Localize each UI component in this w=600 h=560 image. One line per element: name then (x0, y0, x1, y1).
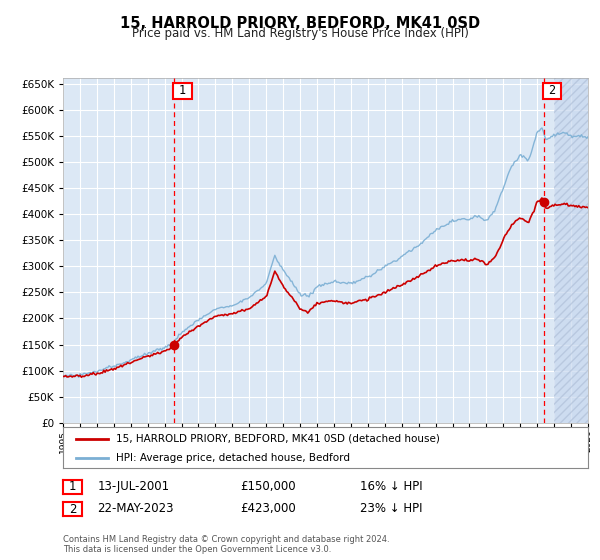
Text: 2: 2 (548, 85, 556, 97)
Text: 13-JUL-2001: 13-JUL-2001 (97, 479, 169, 493)
Text: 16% ↓ HPI: 16% ↓ HPI (360, 479, 422, 493)
Bar (554, 78, 600, 423)
Text: 15, HARROLD PRIORY, BEDFORD, MK41 0SD: 15, HARROLD PRIORY, BEDFORD, MK41 0SD (120, 16, 480, 31)
Text: Contains HM Land Registry data © Crown copyright and database right 2024.
This d: Contains HM Land Registry data © Crown c… (63, 535, 389, 554)
Text: 23% ↓ HPI: 23% ↓ HPI (360, 502, 422, 515)
Text: 1: 1 (179, 85, 186, 97)
Text: £150,000: £150,000 (240, 479, 296, 493)
Text: £423,000: £423,000 (240, 502, 296, 515)
FancyBboxPatch shape (173, 82, 191, 99)
Text: Price paid vs. HM Land Registry's House Price Index (HPI): Price paid vs. HM Land Registry's House … (131, 27, 469, 40)
FancyBboxPatch shape (543, 82, 562, 99)
Text: 15, HARROLD PRIORY, BEDFORD, MK41 0SD (detached house): 15, HARROLD PRIORY, BEDFORD, MK41 0SD (d… (115, 433, 439, 444)
Text: 1: 1 (69, 480, 76, 493)
Text: 2: 2 (69, 502, 76, 516)
Text: HPI: Average price, detached house, Bedford: HPI: Average price, detached house, Bedf… (115, 452, 349, 463)
Text: 22-MAY-2023: 22-MAY-2023 (97, 502, 174, 515)
